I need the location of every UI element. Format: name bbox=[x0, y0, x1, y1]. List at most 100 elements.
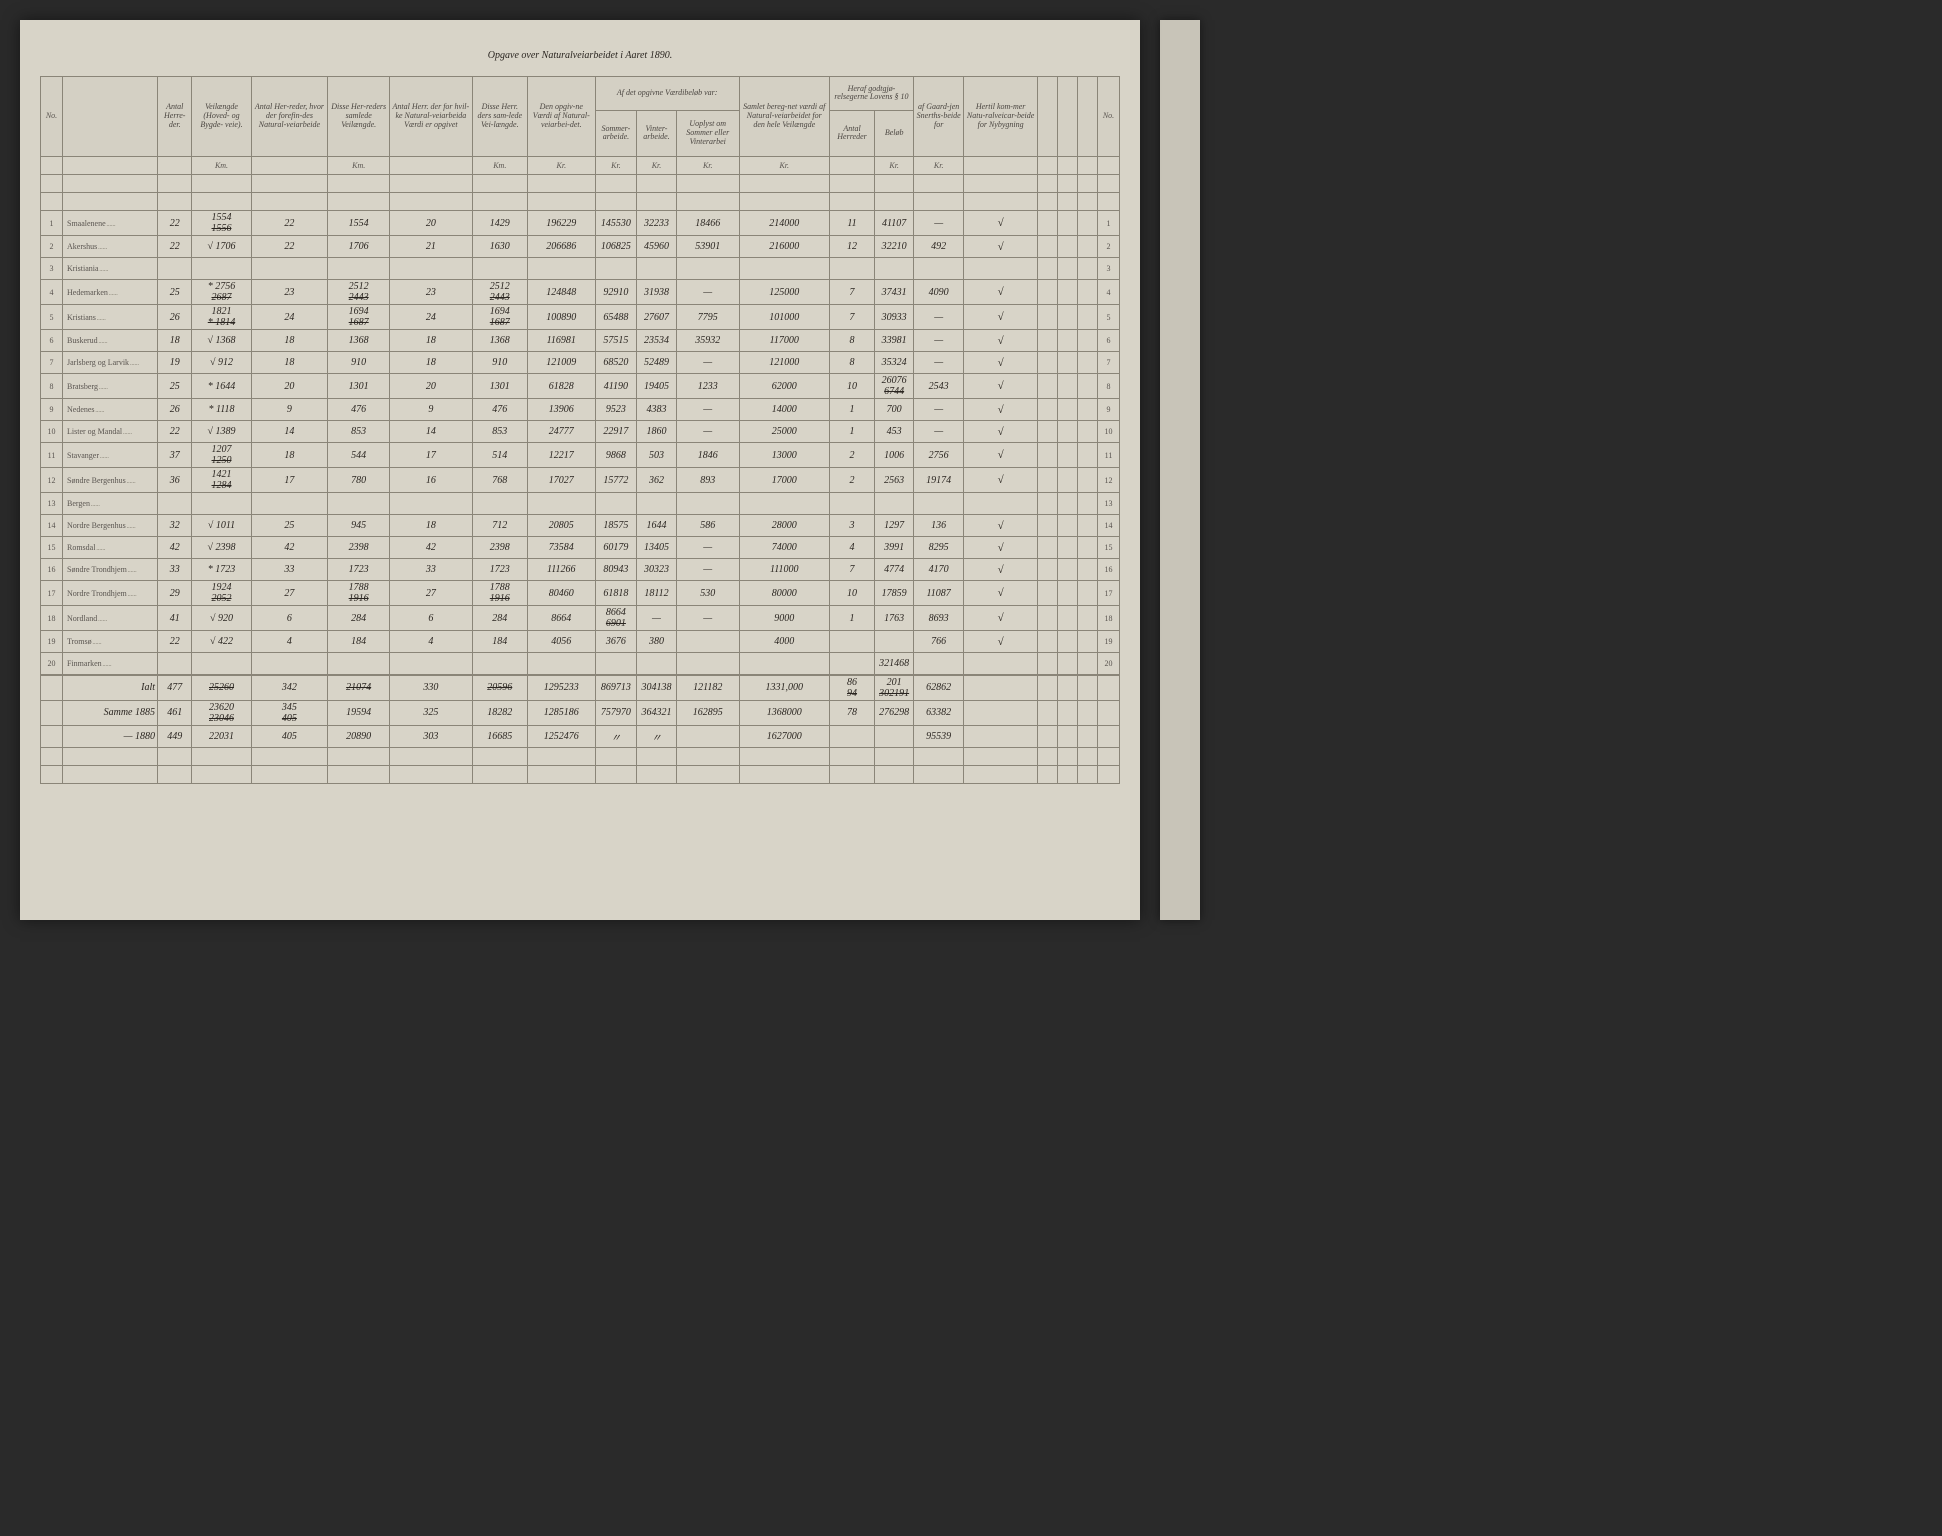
c8b bbox=[637, 258, 677, 280]
c2: * 27562687 bbox=[192, 280, 251, 305]
c9: 117000 bbox=[739, 330, 829, 352]
c10a: 10 bbox=[829, 581, 874, 606]
c10a: 1 bbox=[829, 399, 874, 421]
table-row: 9Nedenes26* 1118947694761390695234383—14… bbox=[41, 399, 1120, 421]
row-name: Nedenes bbox=[63, 399, 158, 421]
c10b: 32210 bbox=[875, 236, 914, 258]
h-c2: Veilængde (Hoved- og Bygde- veie). bbox=[192, 77, 251, 157]
c3: 6 bbox=[251, 606, 328, 631]
c2 bbox=[192, 653, 251, 675]
table-row: 13Bergen13 bbox=[41, 493, 1120, 515]
row-no-r: 12 bbox=[1098, 468, 1120, 493]
h-no-r: No. bbox=[1098, 77, 1120, 157]
c3: 27 bbox=[251, 581, 328, 606]
chk bbox=[964, 258, 1038, 280]
c8a bbox=[595, 493, 636, 515]
c10a bbox=[829, 258, 874, 280]
c11: 136 bbox=[914, 515, 964, 537]
c3: 33 bbox=[251, 559, 328, 581]
c11: 766 bbox=[914, 631, 964, 653]
c5: 16 bbox=[390, 468, 473, 493]
c11 bbox=[914, 258, 964, 280]
c6: 712 bbox=[472, 515, 527, 537]
c11: 8693 bbox=[914, 606, 964, 631]
c8c: 1233 bbox=[676, 374, 739, 399]
c8a bbox=[595, 653, 636, 675]
c4: 853 bbox=[328, 421, 390, 443]
c5 bbox=[390, 493, 473, 515]
ledger-page: Opgave over Naturalveiarbeidet i Aaret 1… bbox=[20, 20, 1140, 920]
table-row: 19Tromsø22√ 4224184418440563676380400076… bbox=[41, 631, 1120, 653]
c4: 1301 bbox=[328, 374, 390, 399]
h-c12: Hertil kom-mer Natu-ralveicar-beide for … bbox=[964, 77, 1038, 157]
c6: 17881916 bbox=[472, 581, 527, 606]
c4: 184 bbox=[328, 631, 390, 653]
u-kr5: Kr. bbox=[739, 157, 829, 175]
chk: √ bbox=[964, 421, 1038, 443]
c9 bbox=[739, 653, 829, 675]
c10b: 2563 bbox=[875, 468, 914, 493]
c5: 17 bbox=[390, 443, 473, 468]
c9: 125000 bbox=[739, 280, 829, 305]
c4: 1723 bbox=[328, 559, 390, 581]
c8c: 18466 bbox=[676, 211, 739, 236]
chk: √ bbox=[964, 305, 1038, 330]
c10a: 2 bbox=[829, 443, 874, 468]
c8c: 1846 bbox=[676, 443, 739, 468]
chk: √ bbox=[964, 211, 1038, 236]
c7: 124848 bbox=[527, 280, 595, 305]
c11: — bbox=[914, 399, 964, 421]
c8b: 18112 bbox=[637, 581, 677, 606]
c8a: 86646901 bbox=[595, 606, 636, 631]
row-no: 19 bbox=[41, 631, 63, 653]
c3: 20 bbox=[251, 374, 328, 399]
total-row: Samme 1885461236202304634540519594325182… bbox=[41, 700, 1120, 725]
chk: √ bbox=[964, 515, 1038, 537]
c1: 22 bbox=[158, 421, 192, 443]
table-row: 7Jarlsberg og Larvik19√ 9121891018910121… bbox=[41, 352, 1120, 374]
c7: 80460 bbox=[527, 581, 595, 606]
c4: 544 bbox=[328, 443, 390, 468]
c1 bbox=[158, 493, 192, 515]
row-no: 7 bbox=[41, 352, 63, 374]
c6: 910 bbox=[472, 352, 527, 374]
c8b: 1644 bbox=[637, 515, 677, 537]
row-name: Søndre Bergenhus bbox=[63, 468, 158, 493]
h-c6: Disse Herr. ders sam-lede Vei-længde. bbox=[472, 77, 527, 157]
c7: 206686 bbox=[527, 236, 595, 258]
h-c10-top: Heraf godtgjø-relsegerne Lovens § 10 bbox=[829, 77, 913, 111]
row-no: 4 bbox=[41, 280, 63, 305]
c11: — bbox=[914, 352, 964, 374]
c1: 42 bbox=[158, 537, 192, 559]
c2: 15541556 bbox=[192, 211, 251, 236]
c10b: 453 bbox=[875, 421, 914, 443]
c9: 216000 bbox=[739, 236, 829, 258]
c3: 17 bbox=[251, 468, 328, 493]
c10b: 17859 bbox=[875, 581, 914, 606]
row-no: 14 bbox=[41, 515, 63, 537]
chk: √ bbox=[964, 468, 1038, 493]
c8b: 32233 bbox=[637, 211, 677, 236]
c7: 196229 bbox=[527, 211, 595, 236]
c1: 25 bbox=[158, 280, 192, 305]
row-no: 18 bbox=[41, 606, 63, 631]
c2: 14211284 bbox=[192, 468, 251, 493]
c5: 20 bbox=[390, 211, 473, 236]
c4 bbox=[328, 258, 390, 280]
c8a: 57515 bbox=[595, 330, 636, 352]
c1: 25 bbox=[158, 374, 192, 399]
row-no: 12 bbox=[41, 468, 63, 493]
c2 bbox=[192, 493, 251, 515]
c4: 25122443 bbox=[328, 280, 390, 305]
c3: 18 bbox=[251, 443, 328, 468]
c5: 18 bbox=[390, 515, 473, 537]
row-no-r: 20 bbox=[1098, 653, 1120, 675]
row-no: 6 bbox=[41, 330, 63, 352]
row-no: 11 bbox=[41, 443, 63, 468]
c5 bbox=[390, 258, 473, 280]
c1: 26 bbox=[158, 399, 192, 421]
table-row: 14Nordre Bergenhus32√ 101125945187122080… bbox=[41, 515, 1120, 537]
page-title: Opgave over Naturalveiarbeidet i Aaret 1… bbox=[40, 50, 1120, 61]
table-row: 4Hedemarken25* 2756268723251224432325122… bbox=[41, 280, 1120, 305]
c7: 13906 bbox=[527, 399, 595, 421]
